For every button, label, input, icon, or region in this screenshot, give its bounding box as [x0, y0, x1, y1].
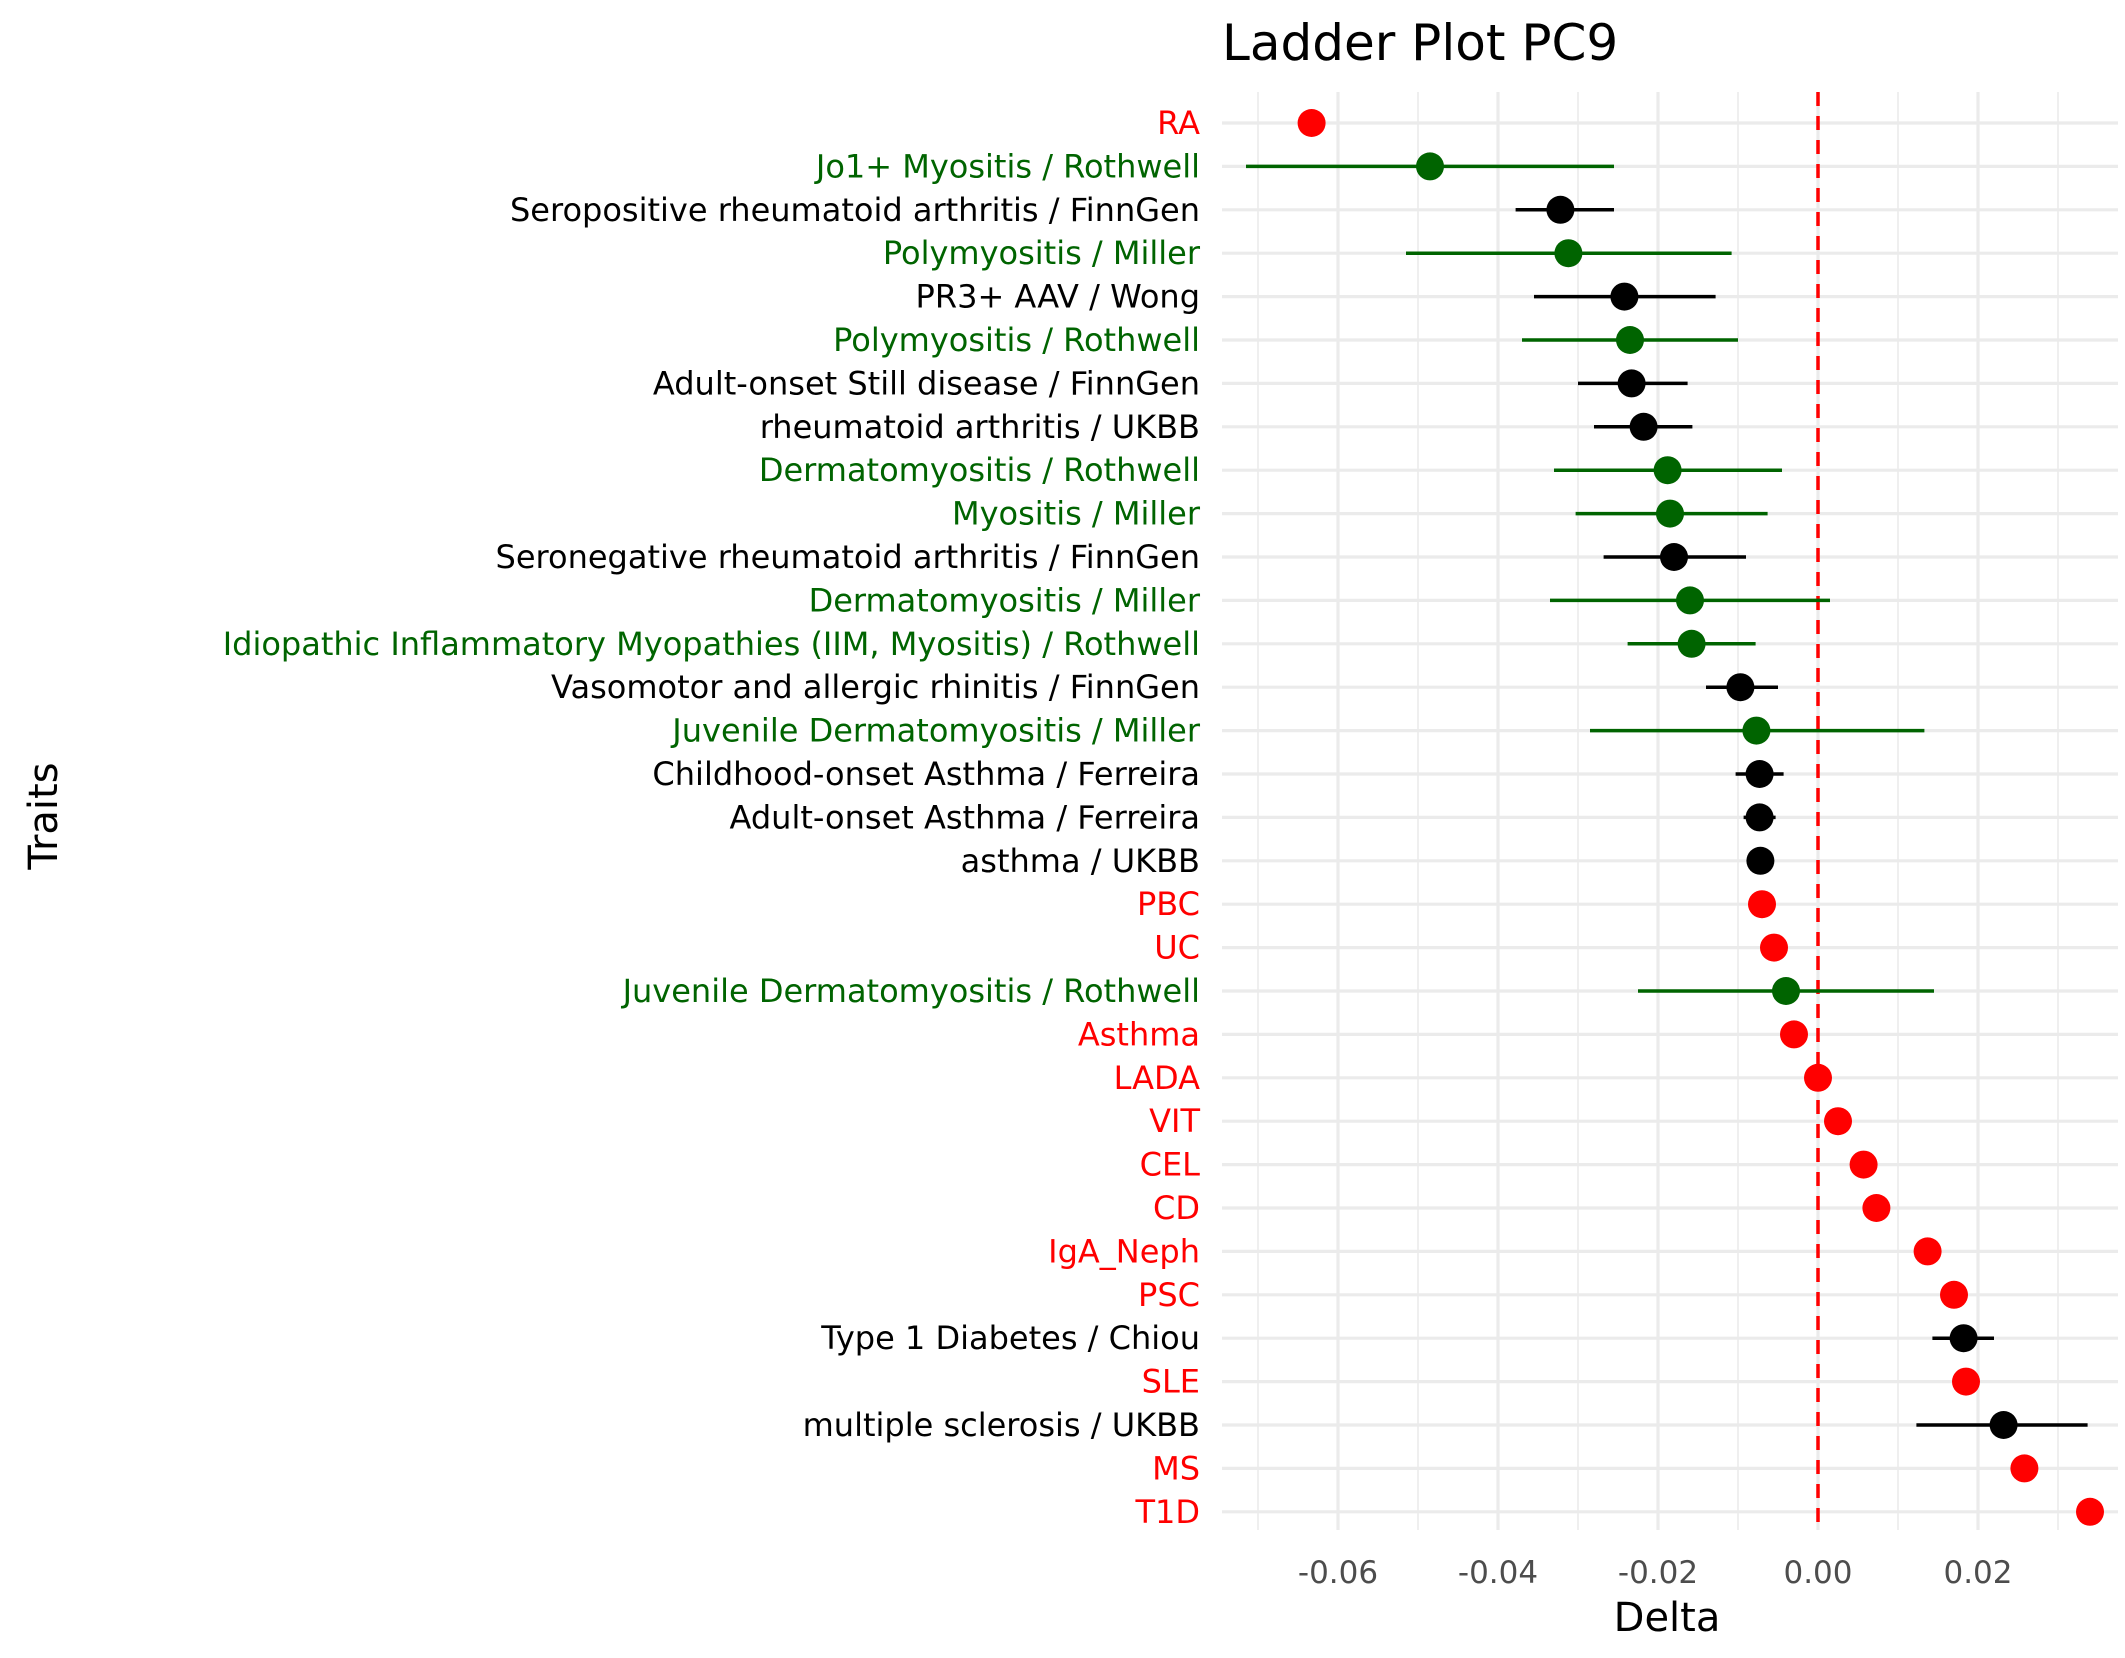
- data-point: [1849, 1150, 1878, 1179]
- data-point: [1952, 1367, 1980, 1396]
- x-axis-title: Delta: [1614, 1595, 1721, 1641]
- error-bar-layer: [1246, 164, 2088, 1427]
- data-point: [1297, 109, 1326, 137]
- y-tick-label: MS: [1152, 1449, 1200, 1487]
- data-point: [1617, 369, 1646, 398]
- data-point: [1677, 629, 1706, 658]
- data-point: [1746, 846, 1775, 875]
- y-tick-label: PR3+ AAV / Wong: [916, 278, 1200, 316]
- data-point: [1760, 933, 1788, 962]
- y-tick-label: Dermatomyositis / Rothwell: [759, 451, 1200, 489]
- y-tick-label: Seropositive rheumatoid arthritis / Finn…: [510, 191, 1200, 229]
- y-tick-label: Idiopathic Inflammatory Myopathies (IIM,…: [223, 625, 1200, 663]
- data-point: [2076, 1497, 2104, 1526]
- y-tick-label: PBC: [1137, 885, 1200, 923]
- y-tick-label: Adult-onset Asthma / Ferreira: [730, 798, 1200, 836]
- y-tick-label: UC: [1154, 929, 1200, 967]
- y-tick-labels: RA Jo1+ Myositis / Rothwell Seropositive r…: [223, 104, 1201, 1531]
- y-tick-label: Dermatomyositis / Miller: [809, 581, 1201, 619]
- data-point: [1772, 977, 1800, 1005]
- y-tick-label: Polymyositis / Miller: [883, 234, 1201, 272]
- y-tick-label: VIT: [1149, 1102, 1200, 1140]
- data-point: [1742, 716, 1771, 745]
- data-point: [1824, 1107, 1852, 1136]
- x-tick-label: 0.02: [1943, 1555, 2012, 1591]
- data-point: [1554, 239, 1583, 268]
- y-tick-label: Juvenile Dermatomyositis / Miller: [670, 712, 1201, 750]
- data-point: [1656, 499, 1684, 528]
- data-point: [1546, 195, 1575, 224]
- y-tick-label: Polymyositis / Rothwell: [833, 321, 1200, 359]
- y-tick-label: PSC: [1138, 1276, 1200, 1314]
- y-tick-label: asthma / UKBB: [961, 842, 1200, 880]
- y-tick-label: IgA_Neph: [1048, 1232, 1200, 1270]
- data-point: [1780, 1020, 1808, 1049]
- data-point: [1653, 456, 1682, 485]
- data-point: [1989, 1411, 2018, 1439]
- y-tick-label: Jo1+ Myositis / Rothwell: [814, 147, 1200, 185]
- data-point: [1949, 1324, 1978, 1353]
- x-tick-labels: -0.06 -0.04 -0.02 0.00 0.02: [1298, 1555, 2013, 1591]
- data-point: [1676, 586, 1704, 615]
- y-tick-label: rheumatoid arthritis / UKBB: [760, 408, 1200, 446]
- y-tick-label: T1D: [1134, 1493, 1200, 1531]
- x-tick-label: -0.06: [1298, 1555, 1378, 1591]
- x-tick-label: 0.00: [1783, 1555, 1852, 1591]
- y-tick-label: Vasomotor and allergic rhinitis / FinnGe…: [551, 668, 1200, 706]
- x-tick-label: -0.02: [1618, 1555, 1698, 1591]
- y-tick-label: Asthma: [1078, 1015, 1200, 1053]
- y-tick-label: Adult-onset Still disease / FinnGen: [653, 364, 1200, 402]
- data-point: [2010, 1454, 2039, 1483]
- y-tick-label: CD: [1153, 1189, 1200, 1227]
- y-axis-title: Traits: [21, 762, 67, 870]
- y-tick-label: Childhood-onset Asthma / Ferreira: [652, 755, 1200, 793]
- y-tick-label: CEL: [1140, 1146, 1201, 1184]
- y-tick-label: Type 1 Diabetes / Chiou: [820, 1319, 1200, 1357]
- data-point: [1862, 1194, 1891, 1222]
- point-layer: [1297, 109, 2104, 1526]
- data-point: [1940, 1280, 1968, 1309]
- data-point: [1804, 1063, 1832, 1092]
- data-point: [1745, 803, 1774, 832]
- y-tick-label: RA: [1157, 104, 1200, 142]
- data-point: [1726, 673, 1755, 702]
- y-tick-label: SLE: [1142, 1363, 1200, 1401]
- data-point: [1748, 890, 1776, 919]
- data-point: [1660, 543, 1688, 571]
- y-tick-label: LADA: [1114, 1059, 1201, 1097]
- data-point: [1629, 412, 1658, 441]
- x-tick-label: -0.04: [1458, 1555, 1538, 1591]
- y-tick-label: multiple sclerosis / UKBB: [803, 1406, 1200, 1444]
- grid-layer: [1222, 92, 2118, 1530]
- data-point: [1610, 282, 1639, 311]
- data-point: [1416, 152, 1444, 181]
- y-tick-label: Myositis / Miller: [952, 495, 1201, 533]
- data-point: [1745, 760, 1774, 788]
- chart-title: Ladder Plot PC9: [1222, 14, 1618, 72]
- data-point: [1616, 326, 1644, 354]
- data-point: [1913, 1237, 1942, 1266]
- y-tick-label: Seronegative rheumatoid arthritis / Finn…: [496, 538, 1200, 576]
- y-tick-label: Juvenile Dermatomyositis / Rothwell: [621, 972, 1200, 1010]
